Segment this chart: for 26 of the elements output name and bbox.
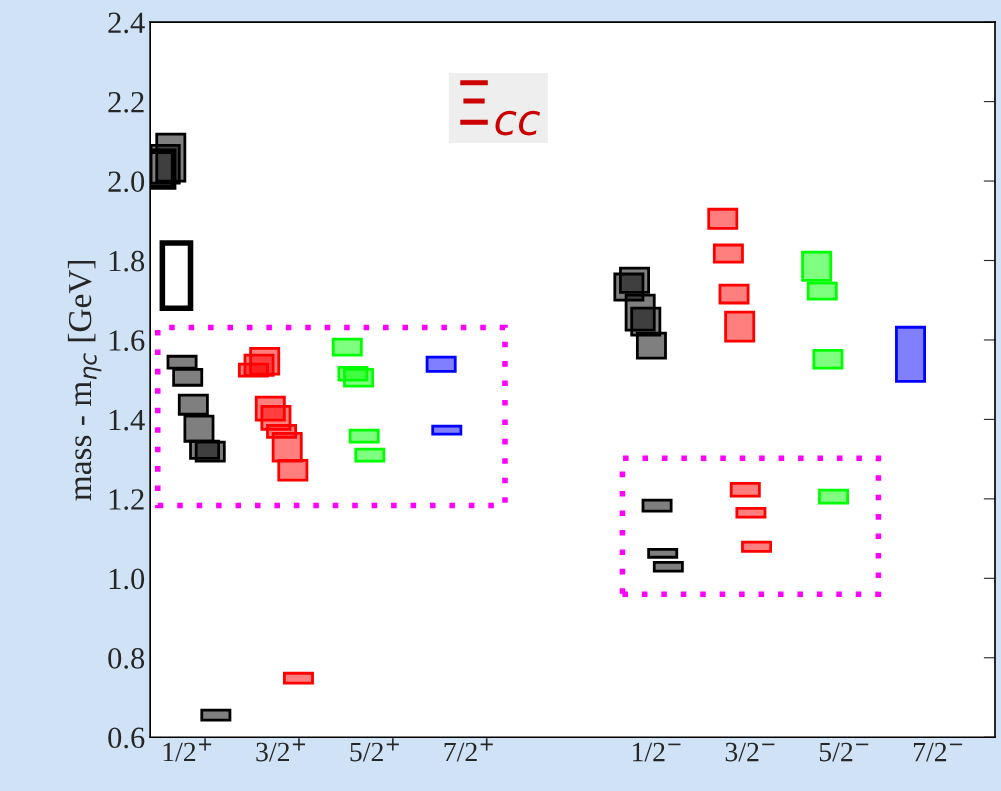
bar [183,414,215,443]
x-tick-label: 7/2$^{−}$ [913,742,963,762]
y-tick-label: 2.2 [108,91,144,113]
bar [652,561,684,573]
bar [425,355,457,373]
bar [194,440,226,463]
x-tick-label: 1/2$^{−}$ [632,742,681,762]
y-axis-title: mass - m$_{ηc}$ [GeV] [67,260,102,501]
bar [895,325,926,383]
y-tick-label: 1.4 [109,409,145,431]
y-tick-label: 0.6 [108,727,145,749]
x-tick-label: 3/2$^{+}$ [256,738,306,762]
x-tick-label: 7/2$^{+}$ [444,738,493,762]
y-tick-label: 0.8 [108,648,145,669]
y-tick-label: 1.8 [109,250,145,272]
x-tick-label: 5/2$^{+}$ [350,738,399,762]
y-tick-label: 1.6 [109,330,145,351]
y-tick-label: 2.0 [108,171,145,193]
x-tick-label: 3/2$^{−}$ [725,742,775,762]
x-tick-label: 5/2$^{−}$ [819,742,869,762]
y-tick-label: 2.4 [108,12,145,34]
x-tick-label: 1/2$^{+}$ [163,738,212,762]
text: Ξ$_{cc}$ [460,80,540,136]
bar [200,708,232,722]
y-tick-label: 1.2 [109,489,144,510]
y-tick-label: 1.0 [109,568,145,590]
